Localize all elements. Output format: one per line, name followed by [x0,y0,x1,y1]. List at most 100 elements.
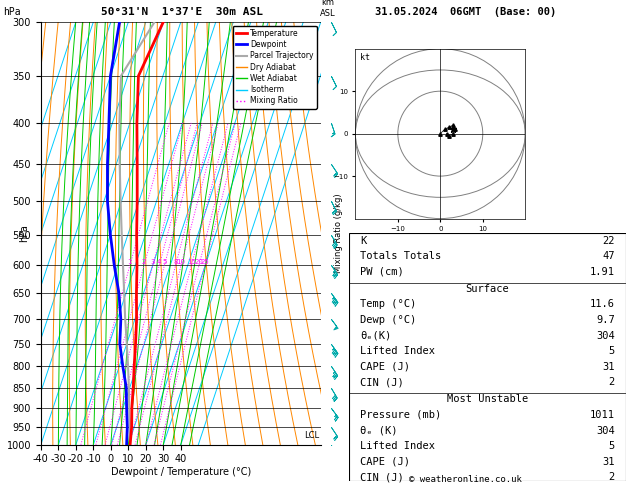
Text: 4: 4 [157,260,162,265]
Text: 31: 31 [603,362,615,372]
Text: 2: 2 [608,378,615,387]
Dewpoint [116,341,123,347]
Text: Temp (°C): Temp (°C) [360,299,416,310]
Parcel Trajectory [120,291,128,296]
Dewpoint [116,19,123,25]
Text: 3: 3 [150,260,155,265]
Dewpoint [105,120,113,126]
Text: θₑ (K): θₑ (K) [360,426,398,435]
Text: CIN (J): CIN (J) [360,472,404,483]
Text: 1: 1 [128,260,132,265]
Temperature [133,232,140,238]
Parcel Trajectory [117,73,125,79]
Line: Dewpoint: Dewpoint [108,22,127,449]
Text: © weatheronline.co.uk: © weatheronline.co.uk [409,474,522,484]
Text: 5: 5 [162,260,167,265]
Parcel Trajectory [117,198,125,204]
Dewpoint [123,405,130,411]
Text: PW (cm): PW (cm) [360,267,404,277]
Parcel Trajectory [126,424,134,430]
Temperature [130,385,137,391]
Text: 31.05.2024  06GMT  (Base: 00): 31.05.2024 06GMT (Base: 00) [375,7,556,17]
Text: LCL: LCL [304,431,319,440]
Text: θₑ(K): θₑ(K) [360,330,391,341]
Text: Mixing Ratio (g/kg): Mixing Ratio (g/kg) [334,193,343,273]
Text: 15: 15 [187,260,196,265]
Dewpoint [117,316,125,322]
Dewpoint [107,73,114,79]
Text: Lifted Index: Lifted Index [360,346,435,356]
Parcel Trajectory [123,341,131,347]
Text: Surface: Surface [465,284,509,294]
Temperature [160,19,167,25]
Text: Pressure (mb): Pressure (mb) [360,410,442,420]
Text: 11.6: 11.6 [590,299,615,310]
Temperature [132,341,140,347]
Parcel Trajectory [151,19,159,25]
Dewpoint [104,198,111,204]
Temperature [128,405,136,411]
Text: 20: 20 [194,260,203,265]
Text: 304: 304 [596,330,615,341]
Temperature [133,291,140,296]
Parcel Trajectory [125,405,133,411]
Text: 5: 5 [608,441,615,451]
Temperature [128,424,135,430]
Parcel Trajectory [125,364,132,369]
Temperature [133,198,141,204]
Text: 22: 22 [603,236,615,246]
Parcel Trajectory [118,232,126,238]
Parcel Trajectory [126,442,134,448]
Text: 50°31'N  1°37'E  30m ASL: 50°31'N 1°37'E 30m ASL [101,7,264,17]
Text: 25: 25 [201,260,209,265]
Text: 9.7: 9.7 [596,315,615,325]
Text: 5: 5 [608,346,615,356]
Text: Totals Totals: Totals Totals [360,251,442,261]
Parcel Trajectory [116,161,123,167]
Text: hPa: hPa [19,225,29,242]
Temperature [133,262,141,268]
X-axis label: Dewpoint / Temperature (°C): Dewpoint / Temperature (°C) [111,467,251,477]
Parcel Trajectory [120,262,127,268]
Text: Dewp (°C): Dewp (°C) [360,315,416,325]
Text: CAPE (J): CAPE (J) [360,457,410,467]
Text: hPa: hPa [3,7,21,17]
Temperature [126,442,134,448]
Dewpoint [123,446,130,451]
Text: 2: 2 [142,260,147,265]
Parcel Trajectory [121,316,129,322]
Parcel Trajectory [116,120,123,126]
Dewpoint [123,424,131,430]
Text: 2: 2 [608,472,615,483]
Temperature [133,316,140,322]
Text: km
ASL: km ASL [320,0,336,17]
Legend: Temperature, Dewpoint, Parcel Trajectory, Dry Adiabat, Wet Adiabat, Isotherm, Mi: Temperature, Dewpoint, Parcel Trajectory… [233,26,317,108]
Temperature [133,120,141,126]
Temperature [133,161,141,167]
Text: 10: 10 [177,260,186,265]
Text: CIN (J): CIN (J) [360,378,404,387]
Line: Temperature: Temperature [130,22,164,449]
Dewpoint [123,385,130,391]
Text: Lifted Index: Lifted Index [360,441,435,451]
Text: CAPE (J): CAPE (J) [360,362,410,372]
Text: 47: 47 [603,251,615,261]
Text: 1011: 1011 [590,410,615,420]
Temperature [130,364,138,369]
Dewpoint [111,262,118,268]
Text: 304: 304 [596,426,615,435]
Dewpoint [104,161,111,167]
Text: 1.91: 1.91 [590,267,615,277]
Text: K: K [360,236,367,246]
Line: Parcel Trajectory: Parcel Trajectory [120,22,155,449]
Dewpoint [115,291,123,296]
Parcel Trajectory [126,446,133,451]
Parcel Trajectory [125,385,133,391]
Text: 8: 8 [174,260,178,265]
Dewpoint [119,364,126,369]
Text: Most Unstable: Most Unstable [447,394,528,404]
Text: kt: kt [360,53,370,62]
Text: 31: 31 [603,457,615,467]
Temperature [135,73,142,79]
Dewpoint [106,232,114,238]
